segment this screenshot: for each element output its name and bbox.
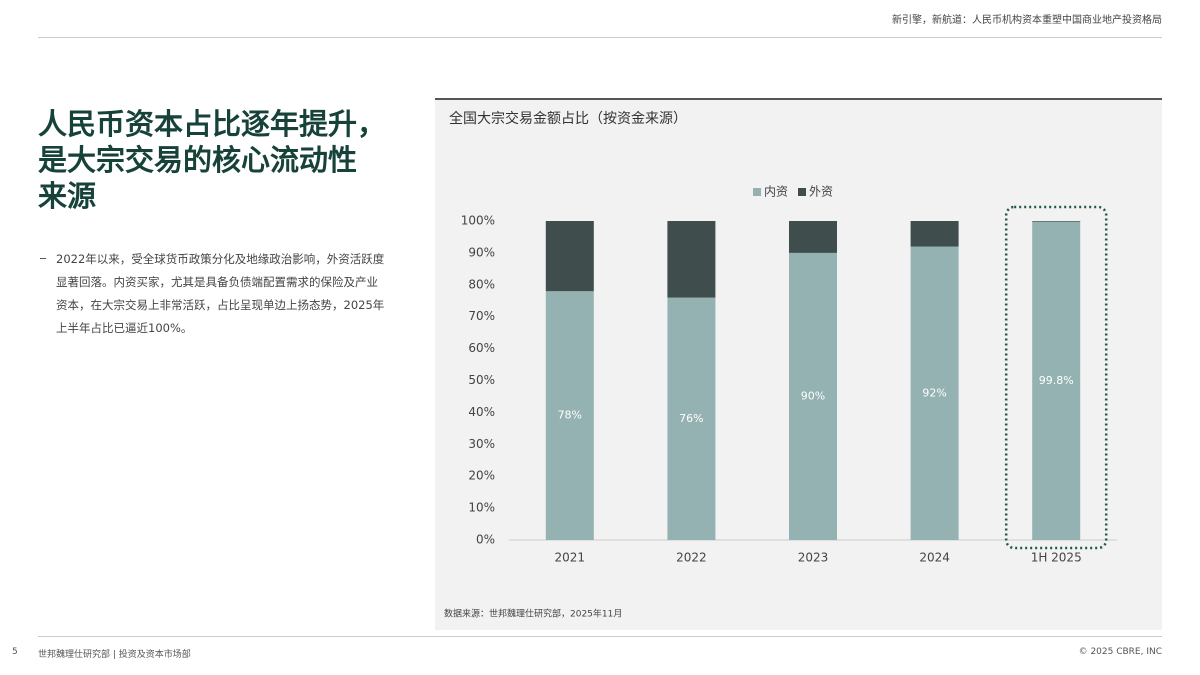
y-tick-label: 30% [468,437,495,451]
y-tick-label: 40% [468,405,495,419]
header-rule [38,37,1162,38]
y-tick-label: 0% [476,533,495,547]
legend-swatch [753,188,761,196]
copyright: © 2025 CBRE, INC [1078,647,1162,657]
x-tick-label: 2022 [676,551,707,565]
chart-panel: 全国大宗交易金额占比（按资金来源） 数据来源：世邦魏理仕研究部，2025年11月… [435,98,1162,630]
bullet-dash [40,258,46,259]
y-tick-label: 20% [468,469,495,483]
x-tick-label: 1H 2025 [1031,551,1082,565]
title-line: 是大宗交易的核心流动性 [38,143,358,177]
y-tick-label: 90% [468,245,495,259]
data-label: 90% [801,389,825,402]
footer-rule [38,636,1162,637]
footer-dept: 世邦魏理仕研究部 | 投资及资本市场部 [38,650,191,660]
slide-title: 人民币资本占比逐年提升， 是大宗交易的核心流动性 来源 [38,106,386,214]
legend-swatch [798,188,807,196]
bar-segment [789,252,837,540]
data-label: 76% [679,412,703,425]
highlight-box [1004,205,1108,550]
header: 新引擎，新航道：人民币机构资本重塑中国商业地产投资格局 [892,15,1162,26]
chart-title: 全国大宗交易金额占比（按资金来源） [449,110,687,127]
legend-label: 外资 [809,185,833,199]
bar-segment [667,221,716,298]
y-tick-label: 80% [468,277,495,291]
bar-segment [910,246,959,540]
data-label: 78% [558,409,582,422]
bar-segment [545,291,594,540]
x-tick-label: 2024 [919,551,950,565]
legend-label: 内资 [764,185,788,199]
bar-segment [789,221,837,253]
title-line: 来源 [38,179,97,213]
source: 数据来源：世邦魏理仕研究部，2025年11月 [444,608,622,620]
page-number: 5 [12,647,18,657]
y-tick-label: 60% [468,341,495,355]
data-label: 99.8% [1039,374,1074,387]
y-tick-label: 50% [468,373,495,387]
y-tick-label: 70% [468,309,495,323]
y-tick-label: 10% [468,501,495,515]
bar-segment [910,221,959,247]
x-tick-label: 2021 [555,551,586,565]
data-label: 92% [922,386,946,399]
body-text: 2022年以来，受全球货币政策分化及地缘政治影响，外资活跃度显著回落。内资买家，… [56,252,385,335]
x-tick-label: 2023 [798,551,829,565]
bar-segment [667,297,716,540]
chart: 全国大宗交易金额占比（按资金来源） 数据来源：世邦魏理仕研究部，2025年11月… [444,110,1117,620]
bar-segment [545,221,594,292]
bar-segment [1032,221,1081,222]
y-tick-label: 100% [461,214,495,228]
title-line: 人民币资本占比逐年提升， [38,107,387,141]
bar-segment [1032,221,1081,540]
